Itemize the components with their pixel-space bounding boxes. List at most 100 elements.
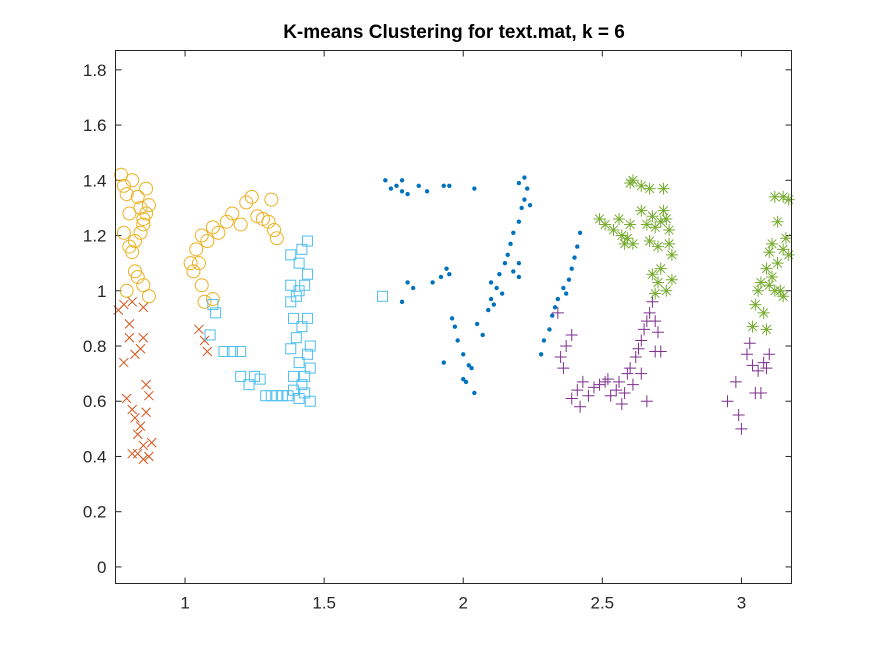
data-point-dot bbox=[383, 178, 388, 183]
data-point-plus bbox=[654, 345, 667, 358]
data-point-asterisk bbox=[654, 215, 667, 228]
data-point-circle bbox=[130, 269, 145, 284]
data-point-plus bbox=[601, 373, 614, 386]
data-point-square bbox=[377, 290, 389, 302]
data-point-asterisk bbox=[782, 193, 795, 206]
data-point-plus bbox=[587, 381, 600, 394]
data-point-circle bbox=[116, 225, 131, 240]
data-point-plus bbox=[557, 362, 570, 375]
data-point-asterisk bbox=[618, 237, 631, 250]
data-point-x bbox=[141, 407, 151, 418]
data-point-plus bbox=[732, 409, 745, 422]
data-point-circle bbox=[194, 228, 209, 243]
data-point-square bbox=[285, 343, 297, 355]
data-point-asterisk bbox=[774, 284, 787, 297]
data-point-circle bbox=[225, 206, 240, 221]
data-point-square bbox=[210, 307, 222, 319]
data-point-square bbox=[299, 370, 311, 382]
data-point-circle bbox=[116, 178, 131, 193]
data-point-circle bbox=[200, 234, 215, 249]
data-point-asterisk bbox=[599, 218, 612, 231]
data-point-plus bbox=[632, 342, 645, 355]
data-point-dot bbox=[461, 376, 466, 382]
data-point-dot bbox=[463, 379, 469, 385]
data-point-dot bbox=[452, 324, 458, 329]
data-point-dot bbox=[525, 186, 530, 191]
x-tick-label: 3 bbox=[737, 594, 746, 613]
data-point-dot bbox=[552, 305, 558, 310]
y-tick-label: 0.8 bbox=[83, 337, 107, 356]
data-point-asterisk bbox=[651, 276, 664, 289]
data-point-plus bbox=[576, 375, 589, 388]
data-point-asterisk bbox=[766, 237, 779, 250]
data-point-asterisk bbox=[746, 320, 759, 333]
data-point-plus bbox=[551, 306, 564, 319]
data-point-dot bbox=[550, 313, 555, 318]
data-point-circle bbox=[219, 214, 234, 229]
data-point-square bbox=[288, 384, 300, 396]
data-point-circle bbox=[239, 195, 254, 210]
y-tick-label: 1 bbox=[97, 282, 106, 301]
data-point-plus bbox=[599, 375, 612, 388]
data-point-dot bbox=[447, 271, 452, 277]
y-tick-label: 0.4 bbox=[83, 447, 107, 466]
y-tick-label: 0 bbox=[97, 558, 106, 577]
data-point-x bbox=[138, 332, 149, 343]
axes: 1 1.5 2 2.5 3 0 0.2 0.4 0.6 0.8 1 1.2 1.4 1.6 1.8 bbox=[83, 50, 792, 613]
data-point-plus bbox=[735, 422, 748, 435]
data-point-plus bbox=[604, 389, 617, 402]
data-point-dot bbox=[469, 365, 474, 371]
data-point-plus bbox=[629, 351, 642, 364]
data-point-dot bbox=[455, 338, 460, 343]
data-point-asterisk bbox=[646, 268, 659, 281]
data-point-x bbox=[144, 451, 154, 462]
data-point-dot bbox=[547, 327, 552, 332]
data-point-square bbox=[301, 312, 313, 324]
data-point-circle bbox=[119, 283, 134, 298]
data-point-asterisk bbox=[665, 248, 678, 261]
data-point-square bbox=[276, 390, 288, 402]
x-tick-label: 2.5 bbox=[591, 594, 615, 613]
data-point-plus bbox=[571, 384, 584, 397]
data-point-square bbox=[290, 332, 302, 344]
data-point-dot bbox=[480, 332, 485, 338]
data-point-plus bbox=[743, 337, 756, 350]
data-point-dot bbox=[516, 219, 522, 224]
data-point-circle bbox=[194, 278, 209, 293]
data-point-asterisk bbox=[660, 284, 673, 297]
data-point-circle bbox=[114, 167, 129, 182]
data-point-plus bbox=[626, 378, 639, 391]
data-point-plus bbox=[565, 328, 578, 341]
data-point-dot bbox=[563, 291, 569, 296]
data-point-x bbox=[118, 357, 129, 368]
data-point-asterisk bbox=[651, 240, 664, 253]
data-point-square bbox=[288, 370, 300, 382]
data-point-x bbox=[130, 412, 140, 423]
data-point-plus bbox=[621, 367, 634, 380]
y-tick-label: 1.6 bbox=[83, 116, 107, 135]
data-point-square bbox=[226, 346, 238, 358]
data-point-asterisk bbox=[782, 248, 795, 261]
data-point-dot bbox=[399, 299, 405, 305]
data-point-square bbox=[293, 257, 305, 269]
data-point-circle bbox=[233, 217, 248, 232]
chart-title: K-means Clustering for text.mat, k = 6 bbox=[283, 22, 625, 43]
data-point-asterisk bbox=[607, 224, 620, 237]
data-point-asterisk bbox=[663, 237, 676, 250]
data-point-x bbox=[138, 302, 149, 313]
data-point-dot bbox=[486, 307, 491, 313]
data-point-circle bbox=[244, 189, 259, 204]
data-point-plus bbox=[565, 392, 578, 405]
data-point-square bbox=[293, 285, 305, 297]
data-point-circle bbox=[269, 231, 284, 246]
data-point-x bbox=[144, 390, 154, 401]
data-point-plus bbox=[610, 384, 623, 397]
data-point-square bbox=[235, 346, 247, 358]
data-point-asterisk bbox=[757, 306, 770, 319]
data-point-circle bbox=[197, 294, 212, 309]
data-point-dot bbox=[461, 352, 466, 357]
data-point-x bbox=[135, 421, 146, 431]
cluster-4-points bbox=[383, 175, 583, 396]
data-point-dot bbox=[516, 274, 522, 280]
